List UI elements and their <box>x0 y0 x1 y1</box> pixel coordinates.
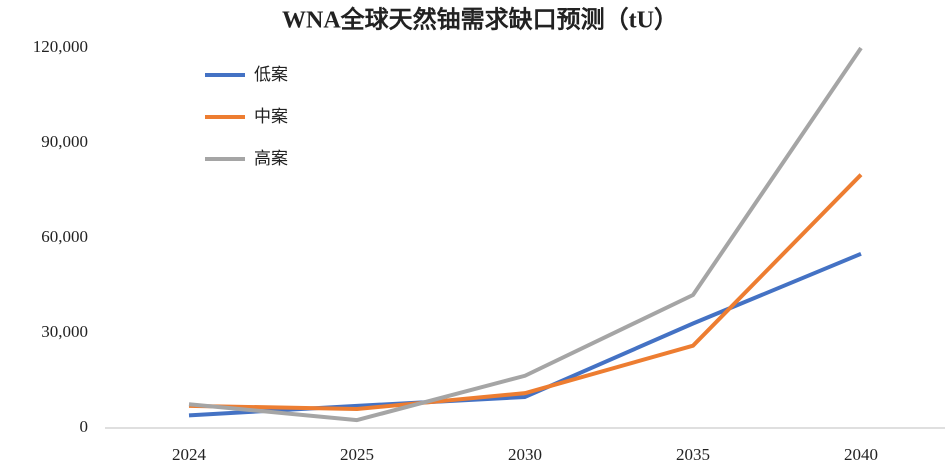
x-tick-label: 2035 <box>676 445 710 464</box>
legend-label: 低案 <box>254 65 288 85</box>
y-tick-label: 0 <box>80 417 89 436</box>
y-tick-label: 120,000 <box>33 37 88 56</box>
legend-label: 高案 <box>254 149 288 169</box>
y-tick-label: 90,000 <box>41 132 88 151</box>
series-line <box>188 46 863 423</box>
y-tick-label: 60,000 <box>41 227 88 246</box>
x-tick-label: 2040 <box>844 445 878 464</box>
y-tick-label: 30,000 <box>41 322 88 341</box>
legend-label: 中案 <box>254 107 288 127</box>
series-line <box>188 173 863 411</box>
x-tick-label: 2030 <box>508 445 542 464</box>
x-tick-label: 2025 <box>340 445 374 464</box>
x-tick-label: 2024 <box>172 445 207 464</box>
chart-title: WNA全球天然铀需求缺口预测（tU） <box>282 6 678 34</box>
